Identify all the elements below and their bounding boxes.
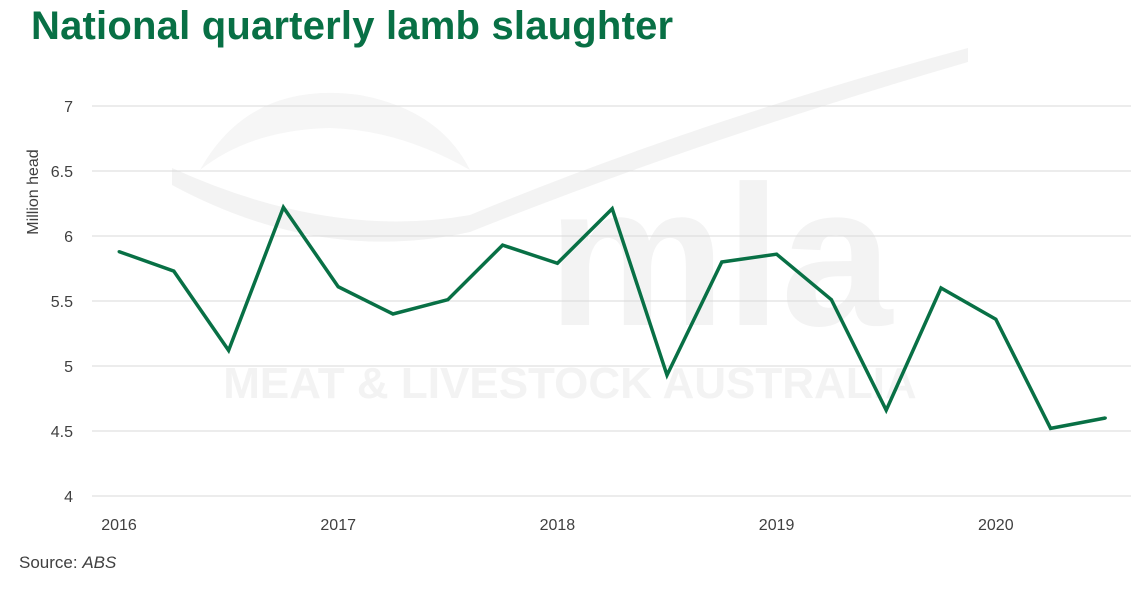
- y-tick-label: 4.5: [51, 424, 73, 441]
- y-tick-label: 6: [64, 229, 73, 246]
- watermark-circle: [200, 92, 470, 170]
- data-point: [117, 250, 121, 254]
- data-point: [994, 317, 998, 321]
- y-axis-ticks: 4 4.5 5 5.5 6 6.5 7: [51, 99, 73, 506]
- y-axis-label: Million head: [25, 149, 42, 234]
- y-tick-label: 5.5: [51, 294, 73, 311]
- data-point: [1103, 416, 1107, 420]
- y-tick-label: 5: [64, 359, 73, 376]
- y-tick-label: 6.5: [51, 164, 73, 181]
- watermark-subtitle: MEAT & LIVESTOCK AUSTRALIA: [223, 359, 916, 408]
- y-tick-label: 4: [64, 489, 73, 506]
- data-point: [775, 252, 779, 256]
- data-point: [555, 261, 559, 265]
- watermark: mla MEAT & LIVESTOCK AUSTRALIA: [172, 48, 968, 408]
- y-tick-label: 7: [64, 99, 73, 116]
- x-tick-label: 2017: [320, 517, 356, 534]
- x-tick-label: 2016: [101, 517, 137, 534]
- x-axis-ticks: 2016 2017 2018 2019 2020: [101, 517, 1013, 534]
- data-point: [610, 207, 614, 211]
- source-label: Source:: [19, 553, 78, 572]
- data-point: [391, 312, 395, 316]
- data-point: [172, 269, 176, 273]
- x-tick-label: 2018: [540, 517, 576, 534]
- data-point: [446, 298, 450, 302]
- source-value: ABS: [82, 553, 117, 572]
- data-point: [939, 286, 943, 290]
- data-point: [1049, 426, 1053, 430]
- source-note: Source: ABS: [19, 553, 116, 573]
- data-point: [665, 373, 669, 377]
- data-point: [501, 243, 505, 247]
- watermark-logo-text: mla: [548, 145, 894, 368]
- data-point: [227, 348, 231, 352]
- gridlines: [92, 105, 1131, 497]
- data-point: [720, 260, 724, 264]
- data-point: [829, 298, 833, 302]
- data-point: [281, 205, 285, 209]
- x-tick-label: 2019: [759, 517, 795, 534]
- x-tick-label: 2020: [978, 517, 1014, 534]
- series-group: [117, 203, 1107, 431]
- data-point: [884, 408, 888, 412]
- chart-title: National quarterly lamb slaughter: [31, 4, 674, 48]
- data-point: [336, 285, 340, 289]
